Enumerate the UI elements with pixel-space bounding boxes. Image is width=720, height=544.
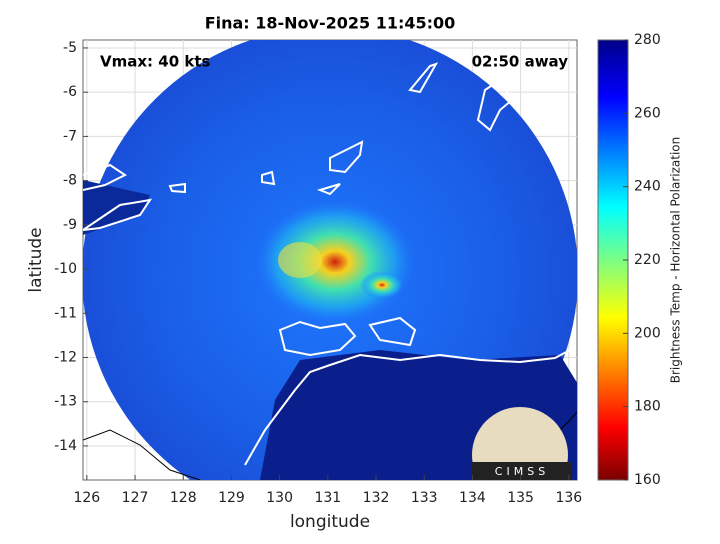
y-tick-label: -8 — [63, 173, 77, 189]
storm-band — [360, 271, 404, 299]
coastline — [83, 62, 571, 466]
y-tick-label: -7 — [63, 128, 77, 144]
chart-title: Fina: 18-Nov-2025 11:45:00 — [205, 14, 456, 33]
x-tick-label: 136 — [555, 490, 582, 506]
x-tick-label: 130 — [266, 490, 293, 506]
x-tick-label: 127 — [122, 490, 149, 506]
y-tick-label: -6 — [63, 84, 77, 100]
x-tick-label: 134 — [459, 490, 486, 506]
y-tick-label: -14 — [54, 438, 77, 454]
colorbar-tick-label: 200 — [634, 325, 661, 341]
logo-disk — [472, 407, 568, 480]
x-tick-label: 135 — [507, 490, 534, 506]
x-tick-label: 128 — [170, 490, 197, 506]
x-tick-label: 131 — [314, 490, 341, 506]
y-tick-label: -13 — [54, 394, 77, 410]
logo: CIMSS — [472, 407, 572, 480]
storm-band — [278, 242, 322, 278]
x-tick-label: 132 — [363, 490, 390, 506]
colorbar-tick-label: 220 — [634, 252, 661, 268]
y-tick-label: -11 — [54, 305, 77, 321]
annotation: Vmax: 40 kts — [100, 53, 210, 71]
y-tick-label: -12 — [54, 350, 77, 366]
annotation: 02:50 away — [472, 53, 569, 71]
logo-text: CIMSS — [495, 465, 549, 478]
colorbar-tick-label: 260 — [634, 105, 661, 121]
colorbar-label: Brightness Temp - Horizontal Polarizatio… — [669, 137, 683, 384]
x-tick-label: 126 — [73, 490, 100, 506]
y-tick-label: -5 — [63, 40, 77, 56]
x-tick-label: 129 — [218, 490, 245, 506]
x-axis-label: longitude — [290, 512, 370, 532]
colorbar-tick-label: 160 — [634, 472, 661, 488]
y-axis-label: latitude — [26, 227, 46, 292]
x-tick-label: 133 — [411, 490, 438, 506]
y-tick-label: -9 — [63, 217, 77, 233]
colorbar-tick-label: 180 — [634, 399, 661, 415]
y-tick-label: -10 — [54, 261, 77, 277]
colorbar-tick-label: 280 — [634, 32, 661, 48]
colorbar-tick-label: 240 — [634, 179, 661, 195]
logo-band — [472, 462, 572, 480]
